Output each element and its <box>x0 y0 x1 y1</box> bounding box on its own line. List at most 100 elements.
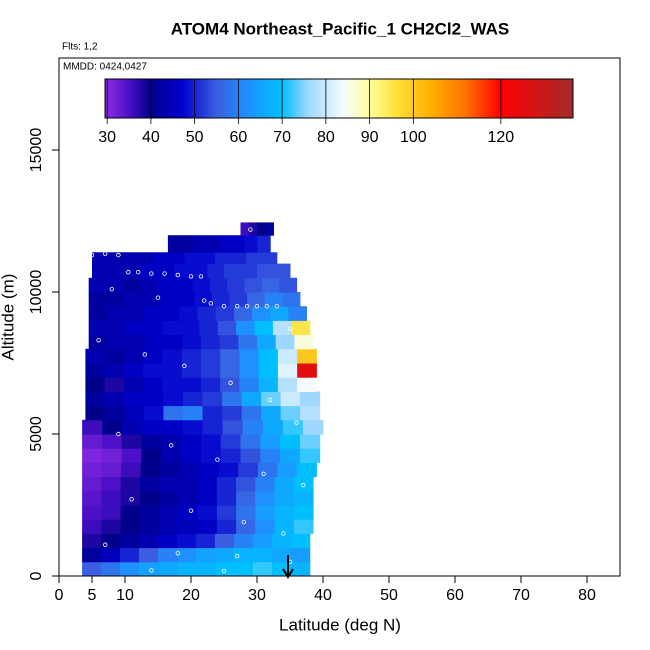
colorbar-swatch <box>264 79 268 118</box>
cell <box>252 533 273 549</box>
cell <box>101 462 122 478</box>
cell <box>180 235 194 253</box>
cell <box>104 363 125 378</box>
cell <box>216 505 237 520</box>
cell <box>257 222 266 236</box>
x-tick-label: 80 <box>578 587 596 604</box>
cell <box>216 490 237 506</box>
cell <box>122 252 139 265</box>
cell <box>280 391 301 407</box>
cell <box>246 252 262 265</box>
x-tick-label: 5 <box>88 587 97 604</box>
cell <box>82 547 102 563</box>
cell <box>121 448 142 463</box>
colorbar-swatch <box>358 79 362 118</box>
colorbar-swatch <box>360 79 364 118</box>
cell <box>143 377 163 392</box>
sample-point <box>129 497 134 502</box>
colorbar-swatch <box>424 79 427 118</box>
cell <box>139 519 160 534</box>
cell <box>290 533 311 549</box>
cell <box>139 533 159 549</box>
cell <box>260 434 281 449</box>
cell <box>209 277 228 293</box>
colorbar-tick-label: 80 <box>317 129 335 146</box>
colorbar-swatch <box>196 79 200 118</box>
cell <box>124 391 145 407</box>
cell <box>181 434 202 449</box>
cell <box>202 391 223 407</box>
cell <box>200 448 222 463</box>
y-tick-label: 5000 <box>28 416 45 452</box>
cell <box>270 306 289 321</box>
colorbar-swatch <box>218 79 222 118</box>
cell <box>108 263 126 279</box>
cell <box>167 235 182 253</box>
sample-point <box>234 304 240 309</box>
cell <box>123 363 144 378</box>
colorbar-swatch <box>126 79 130 118</box>
colorbar-swatch <box>559 79 563 118</box>
colorbar-tick-label: 30 <box>98 129 116 146</box>
cell <box>159 505 179 520</box>
cell <box>231 235 246 253</box>
cell <box>261 405 282 421</box>
sample-point <box>155 295 161 300</box>
cell <box>217 320 237 336</box>
cell <box>120 476 141 492</box>
cell <box>158 277 176 293</box>
colorbar-swatch <box>481 79 484 118</box>
cell <box>141 434 162 449</box>
colorbar-swatch <box>107 79 110 118</box>
cell <box>101 561 121 577</box>
cell <box>218 462 239 478</box>
colorbar-swatch <box>398 79 401 118</box>
cell <box>258 377 279 392</box>
colorbar-swatch <box>476 79 480 118</box>
cell <box>120 519 141 534</box>
colorbar-swatch <box>430 79 434 118</box>
cell <box>101 490 122 506</box>
cell <box>222 419 244 435</box>
colorbar-swatch <box>570 79 574 118</box>
colorbar-swatch <box>319 79 322 118</box>
colorbar-swatch <box>253 79 257 118</box>
cell <box>240 222 250 236</box>
sample-point <box>221 304 227 309</box>
colorbar-swatch <box>258 79 261 118</box>
cell <box>197 476 218 492</box>
cell <box>176 547 197 563</box>
cell <box>120 561 140 577</box>
cell <box>122 419 143 435</box>
sample-point <box>198 274 204 279</box>
colorbar-swatch <box>417 79 421 118</box>
cell <box>176 533 197 549</box>
colorbar-swatch <box>529 79 532 118</box>
cell <box>121 434 142 449</box>
cell <box>159 476 179 492</box>
sample-point <box>254 304 260 309</box>
colorbar-swatch <box>566 79 570 118</box>
colorbar-swatch <box>511 79 515 118</box>
plot-frame <box>58 57 621 577</box>
cell <box>252 547 273 563</box>
colorbar-swatch <box>308 79 311 118</box>
flights-label: Flts: 1,2 <box>62 42 98 53</box>
colorbar-swatch <box>343 79 346 118</box>
cell <box>143 306 162 321</box>
cell <box>193 235 207 253</box>
cell <box>202 419 224 435</box>
colorbar-swatch <box>328 79 331 118</box>
colorbar-swatch <box>450 79 454 118</box>
cell <box>82 505 102 520</box>
cell <box>88 292 107 307</box>
colorbar-swatch <box>142 79 145 118</box>
cell <box>139 547 159 563</box>
colorbar-swatch <box>122 79 126 118</box>
colorbar-swatch <box>181 79 185 118</box>
cell <box>255 519 276 534</box>
colorbar-swatch <box>393 79 397 118</box>
cell <box>280 434 301 449</box>
arrow <box>282 555 294 579</box>
cell <box>101 547 121 563</box>
